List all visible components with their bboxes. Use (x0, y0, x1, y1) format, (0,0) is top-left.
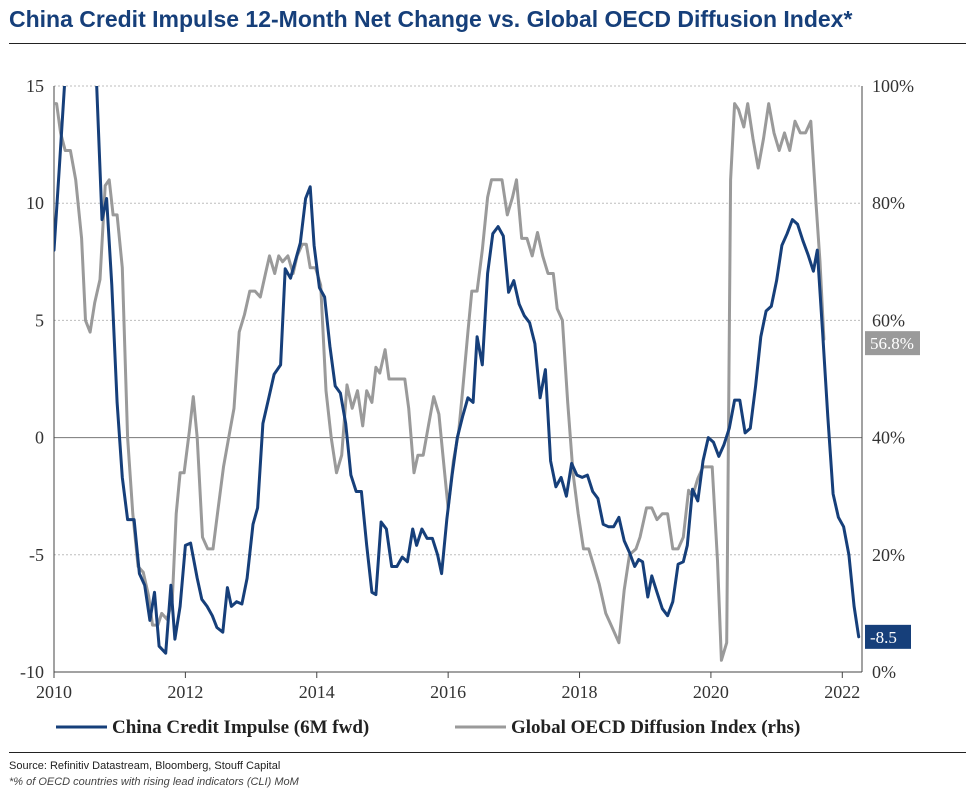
x-tick-label: 2016 (430, 682, 466, 702)
y-tick-label: 10 (26, 193, 44, 213)
y-tick-label: 5 (35, 310, 44, 330)
y2-tick-label: 60% (872, 310, 905, 330)
x-tick-label: 2010 (36, 682, 72, 702)
x-tick-label: 2012 (167, 682, 203, 702)
axis-layer: -10 0% -5 20% 0 40% 5 60% 10 80% 15 100% 2010 2012 201… (20, 76, 914, 702)
legend: China Credit Impulse (6M fwd) Global OEC… (56, 717, 800, 738)
callout-credit-impulse-text: -8.5 (870, 628, 897, 647)
y2-tick-label: 80% (872, 193, 905, 213)
chart-title: China Credit Impulse 12-Month Net Change… (9, 6, 853, 32)
series-line-oecd-diffusion (54, 102, 826, 662)
chart: -10 0% -5 20% 0 40% 5 60% 10 80% 15 100% 2010 2012 201… (20, 76, 920, 738)
series-layer (54, 86, 861, 662)
callout-layer: 56.8% -8.5 (865, 331, 920, 649)
grid-layer (54, 85, 862, 556)
callout-oecd-diffusion-box (865, 331, 920, 356)
legend-divider (9, 752, 966, 753)
y2-tick-label: 100% (872, 76, 914, 96)
y2-tick-label: 0% (872, 662, 896, 682)
y2-tick-label: 40% (872, 428, 905, 448)
source-note: Source: Refinitiv Datastream, Bloomberg,… (9, 760, 281, 772)
footnote: *% of OECD countries with rising lead in… (9, 776, 299, 788)
x-tick-label: 2022 (824, 682, 860, 702)
callout-oecd-diffusion-text: 56.8% (870, 334, 914, 353)
y-tick-label: 0 (35, 428, 44, 448)
title-divider (9, 43, 966, 44)
x-tick-label: 2018 (562, 682, 598, 702)
legend-label-credit-impulse: China Credit Impulse (6M fwd) (112, 717, 369, 738)
y-tick-label: -10 (20, 662, 44, 682)
y-tick-label: -5 (29, 545, 44, 565)
x-tick-label: 2014 (299, 682, 335, 702)
series-line-credit-impulse (54, 86, 861, 655)
x-tick-label: 2020 (693, 682, 729, 702)
callout-credit-impulse-box (865, 624, 911, 649)
legend-label-oecd-diffusion: Global OECD Diffusion Index (rhs) (511, 717, 800, 738)
y2-tick-label: 20% (872, 545, 905, 565)
y-tick-label: 15 (26, 76, 44, 96)
